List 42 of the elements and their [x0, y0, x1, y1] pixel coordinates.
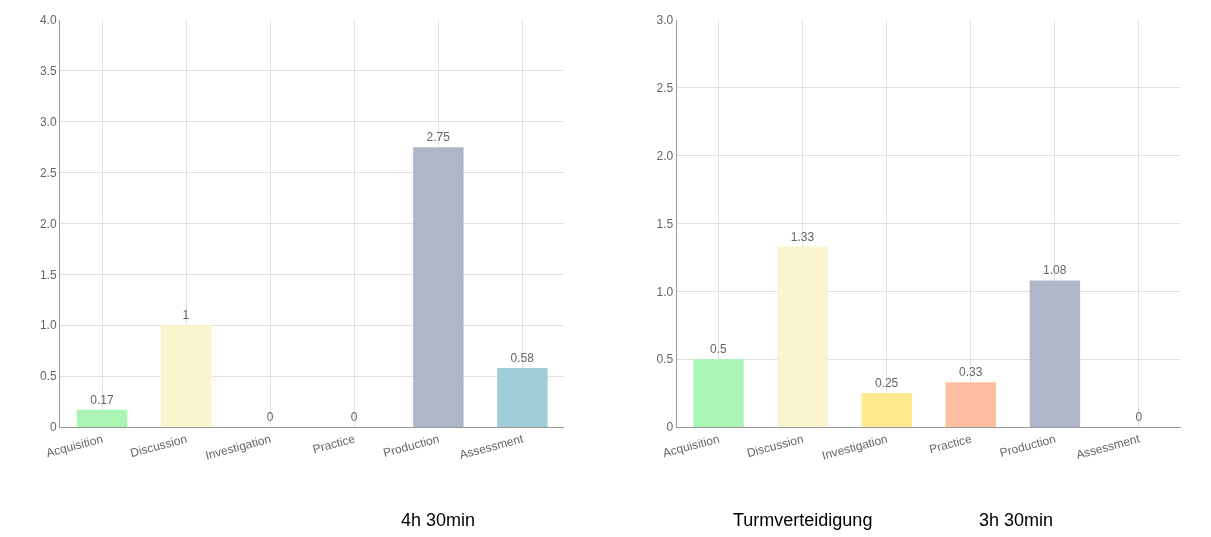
- data-label: 0.33: [958, 365, 983, 380]
- bar: [76, 409, 128, 427]
- data-label: 0.17: [90, 392, 114, 407]
- data-label: 1: [182, 308, 190, 323]
- x-tick-label: Practice: [311, 431, 357, 457]
- bar: [777, 246, 828, 427]
- data-label: 1.08: [1043, 263, 1067, 278]
- y-tick-label: 2.5: [656, 81, 674, 96]
- text: 3h 30min: [979, 510, 1054, 530]
- data-label: 0.58: [510, 350, 535, 365]
- y-tick-label: 0.5: [656, 352, 674, 367]
- data-label: 0.25: [874, 376, 899, 391]
- bar: [413, 147, 464, 427]
- data-label: 0.5: [710, 342, 728, 357]
- bar: [1029, 280, 1081, 427]
- y-tick-label: 1.0: [656, 284, 674, 299]
- data-label: 2.75: [426, 130, 451, 145]
- data-label: 0: [350, 410, 358, 424]
- y-tick-label: 3.0: [39, 114, 57, 129]
- y-tick-label: 2.0: [39, 216, 57, 231]
- data-label: 0: [266, 410, 274, 424]
- y-tick-label: 4.0: [39, 13, 57, 28]
- bar: [861, 393, 912, 427]
- y-tick-label: 3.5: [39, 64, 57, 79]
- y-tick-label: 0: [666, 420, 674, 435]
- y-tick-label: 0: [49, 420, 57, 435]
- y-tick-label: 1.5: [656, 216, 674, 231]
- bar: [693, 359, 744, 427]
- data-label: 1.33: [790, 229, 815, 244]
- y-tick-label: 2.5: [39, 165, 57, 180]
- bar: [497, 367, 548, 427]
- y-tick-label: 1.5: [39, 267, 57, 282]
- bar: [945, 382, 997, 427]
- y-tick-label: 0.5: [39, 369, 57, 384]
- y-tick-label: 2.0: [656, 148, 674, 163]
- data-label: 0: [1135, 410, 1143, 424]
- x-tick-label: Practice: [927, 431, 974, 457]
- bar: [160, 325, 212, 427]
- text: Turmverteidigung: [733, 510, 873, 530]
- text: 4h 30min: [401, 510, 476, 530]
- y-tick-label: 1.0: [39, 318, 57, 333]
- y-tick-label: 3.0: [656, 13, 674, 28]
